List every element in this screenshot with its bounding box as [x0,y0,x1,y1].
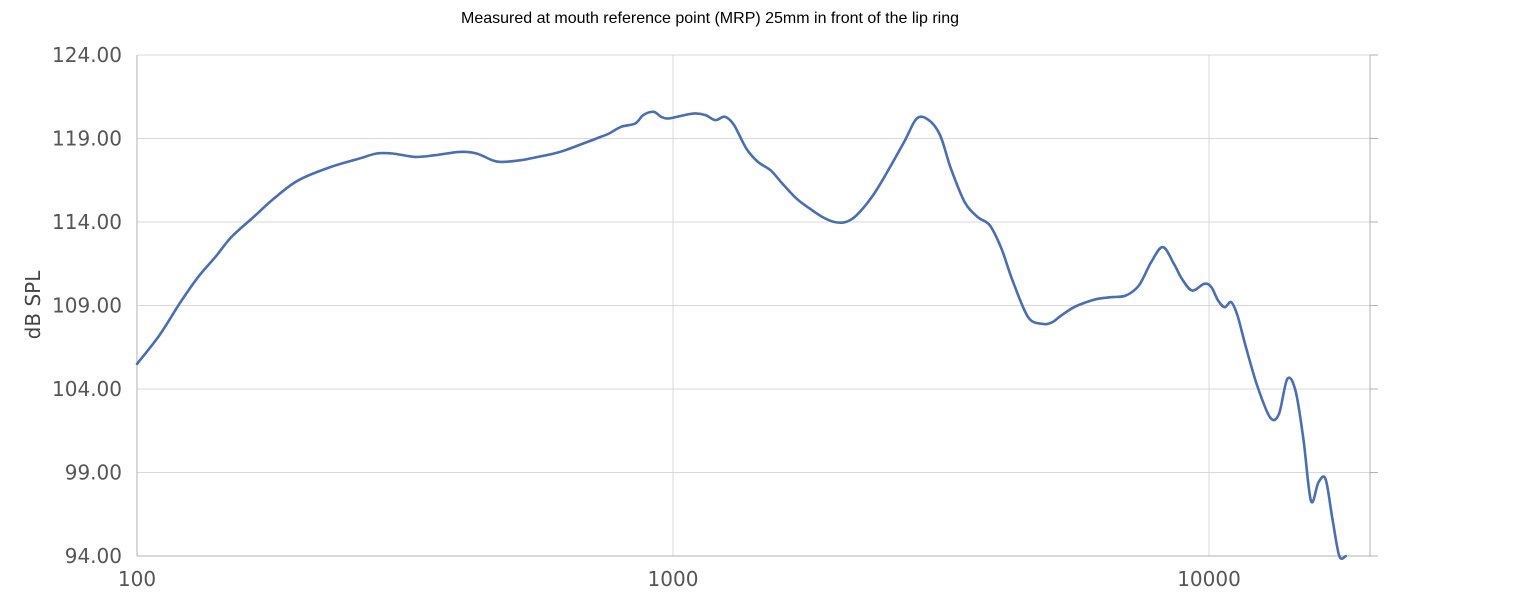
x-tick-label: 1000 [648,567,699,591]
y-tick-label: 124.00 [52,43,122,67]
y-tick-label: 104.00 [52,377,122,401]
y-tick-label: 109.00 [52,294,122,318]
series-layer [135,110,1348,560]
y-axis-label: dB SPL [21,270,45,340]
chart-title: Measured at mouth reference point (MRP) … [461,10,959,27]
x-tick-label: 100 [118,567,156,591]
axes-layer [136,54,1378,557]
y-tick-label: 94.00 [65,544,122,568]
labels-layer: 94.00 99.00 104.00 109.00 114.00 119.00 124.00… [52,43,1241,591]
grid-layer [136,54,1370,557]
y-tick-label: 99.00 [65,461,122,485]
y-tick-label: 119.00 [52,127,122,151]
series-line [135,110,1348,560]
x-tick-label: 10000 [1177,567,1241,591]
y-tick-label: 114.00 [52,210,122,234]
